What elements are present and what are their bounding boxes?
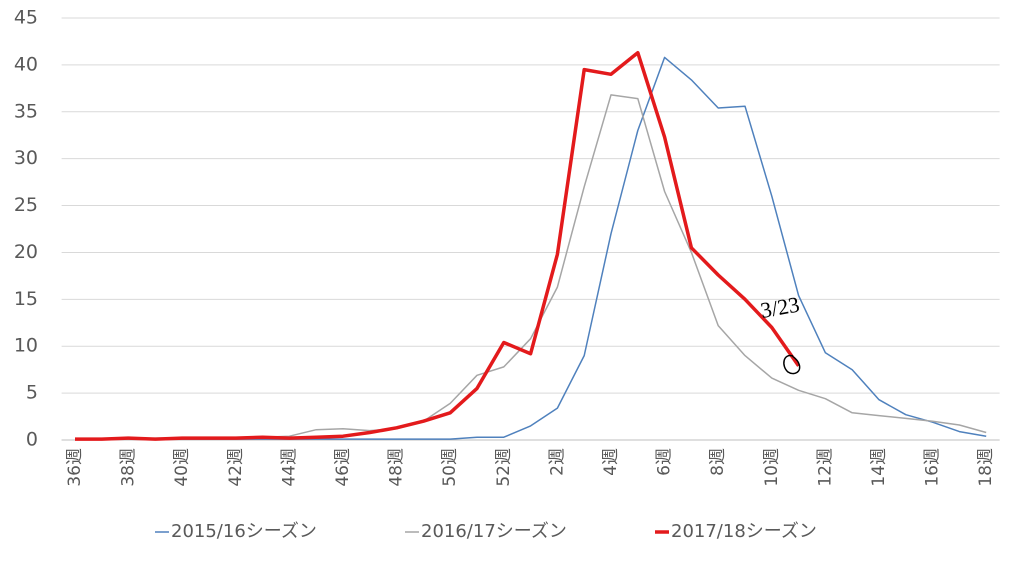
x-tick-label: 52週	[494, 448, 514, 487]
annotation-circle	[783, 354, 801, 375]
y-tick-label: 15	[14, 288, 38, 310]
y-tick-label: 5	[26, 382, 38, 404]
annotation: 3/23	[759, 292, 802, 323]
x-tick-label: 8週	[708, 448, 728, 476]
x-tick-label: 44週	[279, 448, 299, 487]
plot: 0 5 10 15 20 25 30 35 40 45 36週 38週 40週 42週 44週 46週 48週 5…	[14, 7, 1000, 542]
x-tick-label: 42週	[226, 448, 246, 487]
x-tick-label: 18週	[976, 448, 996, 487]
legend-label: 2016/17シーズン	[421, 521, 567, 542]
y-tick-label: 40	[14, 53, 38, 75]
y-tick-label: 30	[14, 147, 38, 169]
x-tick-label: 4週	[601, 448, 621, 476]
x-tick-label: 10週	[762, 448, 782, 487]
x-tick-label: 48週	[387, 448, 407, 487]
y-tick-label: 45	[14, 7, 38, 29]
x-tick-label: 14週	[869, 448, 889, 487]
x-tick-label: 2週	[547, 448, 567, 476]
x-tick-label: 16週	[923, 448, 943, 487]
x-tick-label: 38週	[119, 448, 139, 487]
y-tick-label: 0	[26, 429, 38, 451]
x-tick-label: 40週	[172, 448, 192, 487]
y-tick-label: 20	[14, 241, 38, 263]
x-tick-label: 46週	[333, 448, 353, 487]
y-tick-label: 25	[14, 194, 38, 216]
legend-label: 2017/18シーズン	[671, 521, 817, 542]
x-tick-label: 12週	[815, 448, 835, 487]
line-series	[75, 56, 987, 440]
y-tick-label: 35	[14, 100, 38, 122]
legend-label: 2015/16シーズン	[171, 521, 317, 542]
x-tick-label: 6週	[655, 448, 675, 476]
x-tick-label: 50週	[440, 448, 460, 487]
line-series	[75, 94, 987, 440]
x-tick-label: 36週	[65, 448, 85, 487]
line-series	[75, 50, 801, 441]
y-tick-label: 10	[14, 335, 38, 357]
